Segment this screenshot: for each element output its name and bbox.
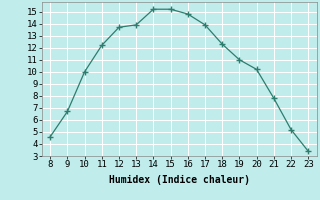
X-axis label: Humidex (Indice chaleur): Humidex (Indice chaleur) [109, 175, 250, 185]
